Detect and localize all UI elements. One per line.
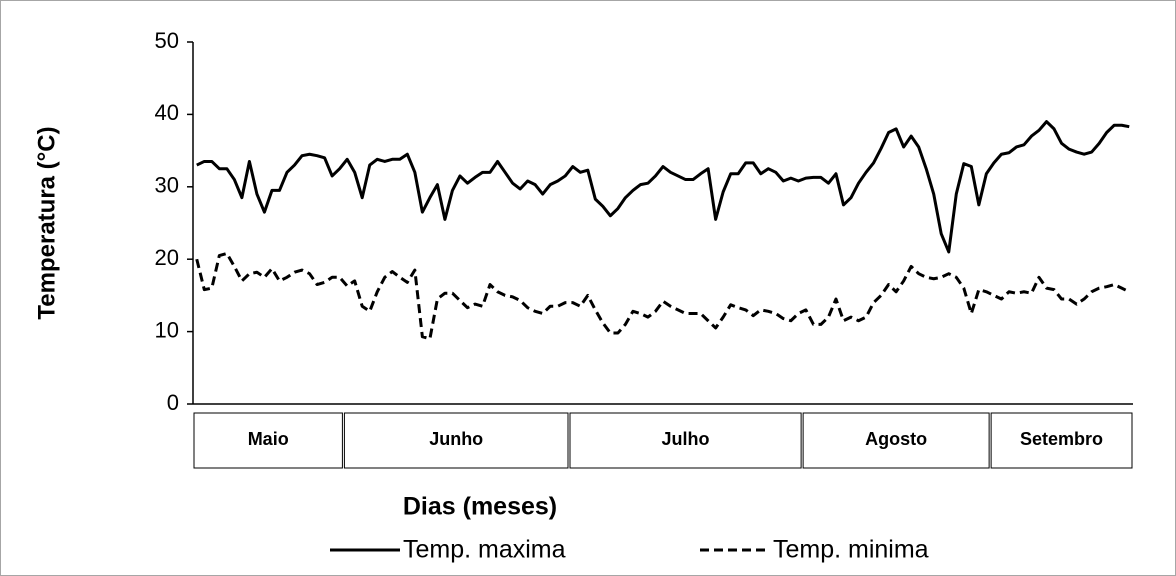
- series-line: [195, 251, 1130, 341]
- y-tick-label: 40: [155, 100, 179, 125]
- x-tick-label: Julho: [662, 429, 710, 449]
- month-box: [343, 412, 569, 469]
- legend-label: Temp. maxima: [403, 536, 566, 564]
- month-box: [990, 412, 1133, 469]
- y-tick-label: 30: [155, 173, 179, 198]
- y-axis-title: Temperatura (°C): [33, 126, 60, 319]
- month-box: [802, 412, 990, 469]
- x-tick-label: Junho: [429, 429, 483, 449]
- legend-label: Temp. minima: [773, 536, 929, 564]
- y-tick-label: 10: [155, 317, 179, 342]
- y-tick-label: 20: [155, 245, 179, 270]
- x-tick-label: Maio: [248, 429, 289, 449]
- month-box: [193, 412, 343, 469]
- y-tick-label: 0: [167, 390, 179, 415]
- x-tick-label: Agosto: [865, 429, 927, 449]
- y-tick-label: 50: [155, 28, 179, 53]
- x-tick-label: Setembro: [1020, 429, 1103, 449]
- month-box: [569, 412, 802, 469]
- x-axis-title: Dias (meses): [403, 493, 557, 521]
- series-line: [196, 120, 1130, 254]
